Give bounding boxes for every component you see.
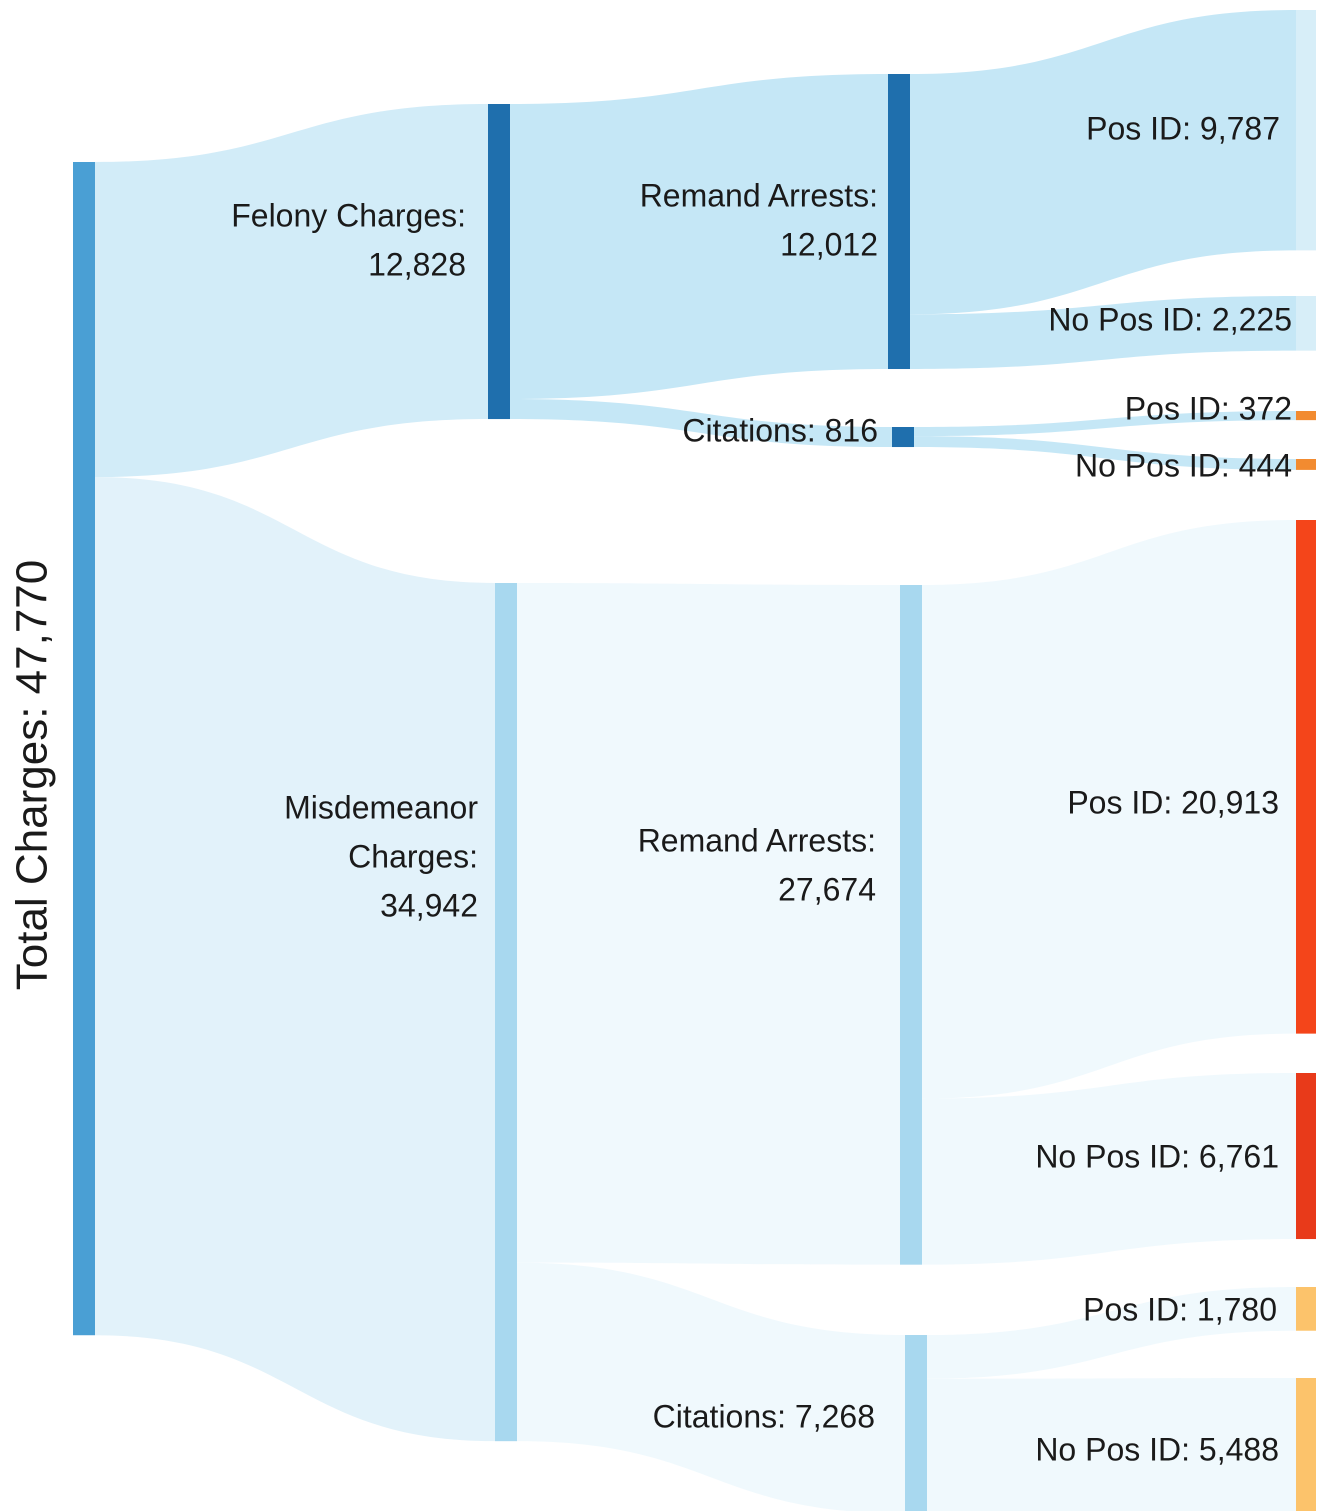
node-label: No Pos ID: 6,761	[1035, 1138, 1279, 1174]
node-label: 12,828	[368, 246, 466, 282]
node	[1296, 459, 1316, 470]
node-label: 34,942	[380, 887, 478, 923]
node-label: 27,674	[778, 871, 876, 907]
node-label: Pos ID: 372	[1125, 390, 1292, 426]
node	[888, 74, 910, 370]
link	[927, 1378, 1296, 1511]
node-label: Felony Charges:	[231, 197, 466, 233]
node	[73, 162, 95, 1336]
node	[905, 1335, 927, 1511]
link	[922, 520, 1296, 1099]
node	[1296, 10, 1316, 251]
node	[1296, 411, 1316, 421]
node	[495, 583, 517, 1442]
link	[922, 1073, 1296, 1265]
link	[927, 1287, 1296, 1379]
node-label: No Pos ID: 444	[1075, 447, 1292, 483]
node	[1296, 1287, 1316, 1331]
node	[1296, 1073, 1316, 1240]
node-label: Pos ID: 20,913	[1067, 784, 1279, 820]
node	[892, 427, 914, 448]
link	[517, 583, 900, 1265]
node-label: Remand Arrests:	[640, 177, 878, 213]
node-label: Pos ID: 1,780	[1083, 1291, 1277, 1327]
node	[1296, 1378, 1316, 1511]
node	[488, 104, 510, 420]
node-label: Charges:	[348, 838, 478, 874]
node	[900, 585, 922, 1265]
links	[95, 10, 1296, 1511]
node-label: Misdemeanor	[284, 789, 478, 825]
link	[914, 436, 1296, 470]
link	[95, 104, 488, 478]
link	[914, 411, 1296, 437]
link	[95, 477, 495, 1442]
link	[517, 1262, 905, 1511]
node	[1296, 296, 1316, 351]
node-label: No Pos ID: 5,488	[1035, 1431, 1279, 1467]
node-label: Citations: 816	[682, 412, 878, 448]
node	[1296, 520, 1316, 1034]
node-label: Remand Arrests:	[638, 822, 876, 858]
node-label: No Pos ID: 2,225	[1048, 301, 1292, 337]
link	[910, 296, 1296, 370]
node-label: Citations: 7,268	[653, 1398, 875, 1434]
link	[510, 74, 888, 400]
link	[910, 10, 1296, 315]
node-label: Pos ID: 9,787	[1086, 110, 1280, 146]
link	[510, 399, 892, 448]
node-label: Total Charges: 47,770	[8, 560, 57, 991]
node-label: 12,012	[780, 226, 878, 262]
